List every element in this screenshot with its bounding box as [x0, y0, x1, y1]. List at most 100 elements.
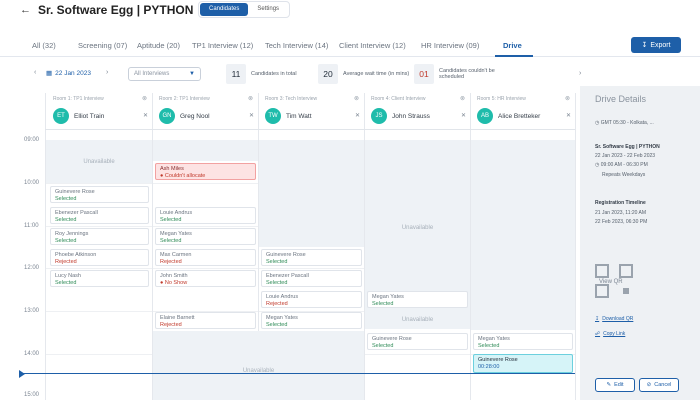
timezone-text: ◷ GMT 05:30 - Kolkata, ...: [595, 120, 654, 126]
column-divider: [45, 93, 46, 400]
close-icon[interactable]: ⊗: [248, 96, 254, 102]
unavailable-block: Unavailable: [46, 140, 152, 183]
candidate-slot[interactable]: Lucy Nash Selected: [50, 270, 149, 287]
slot-status: Rejected: [160, 259, 182, 265]
close-icon[interactable]: ⊗: [142, 96, 148, 102]
candidate-slot[interactable]: Louie Andrus Rejected: [261, 291, 362, 308]
candidate-slot[interactable]: Ebenezer Pascall Selected: [50, 207, 149, 224]
stat-label: Candidates couldn't be scheduled: [439, 67, 495, 81]
candidate-name: Megan Yates: [478, 336, 510, 342]
wait-timer: 00:28:00: [478, 364, 500, 370]
candidate-slot[interactable]: Megan Yates Selected: [155, 228, 256, 245]
slot-status: ● No Show: [160, 280, 188, 286]
close-icon[interactable]: ⊗: [460, 96, 466, 102]
calendar-icon: ▦: [46, 70, 53, 77]
interviewer-chip: ET Elliot Train: [53, 108, 104, 124]
candidate-slot[interactable]: Guinevere Rose Selected: [261, 249, 362, 266]
time-label: 09:00: [24, 137, 40, 143]
candidate-slot-conflict[interactable]: Ash Miles ● Couldn't allocate: [155, 163, 256, 180]
download-qr-link[interactable]: ↧ Download QR: [595, 316, 633, 322]
view-qr-label[interactable]: View QR: [599, 279, 623, 285]
candidate-slot[interactable]: Elaine Barnett Rejected: [155, 312, 256, 329]
candidate-slot[interactable]: Guinevere Rose Selected: [367, 333, 468, 350]
slot-status: Selected: [55, 238, 77, 244]
close-icon[interactable]: ⊗: [354, 96, 360, 102]
back-arrow-icon[interactable]: ←: [20, 4, 31, 16]
tab-hr-interview[interactable]: HR Interview (09): [421, 41, 480, 50]
candidate-name: Max Carmen: [160, 252, 192, 258]
stat-total-candidates: 11 Candidates in total: [226, 64, 329, 84]
candidate-slot[interactable]: Roy Jennings Selected: [50, 228, 149, 245]
candidate-name: Ash Miles: [160, 166, 184, 172]
interview-filter-select[interactable]: All Interviews ▼: [128, 67, 201, 81]
interviewer-chip: GN Greg Nool: [159, 108, 210, 124]
header-divider: [45, 129, 575, 130]
remove-interviewer-icon[interactable]: ✕: [461, 113, 467, 119]
current-time-marker-icon: [19, 370, 25, 378]
tab-tech-interview[interactable]: Tech Interview (14): [265, 41, 329, 50]
chevron-down-icon: ▼: [189, 71, 195, 77]
candidate-slot[interactable]: Max Carmen Rejected: [155, 249, 256, 266]
remove-interviewer-icon[interactable]: ✕: [143, 113, 149, 119]
unavailable-block: [153, 140, 258, 161]
interviewer-chip: JS John Strauss: [371, 108, 430, 124]
drive-time: ◷ 09:00 AM - 06:30 PM: [595, 162, 648, 168]
room-title: Room 2: TP1 Interview: [159, 96, 210, 102]
time-label: 14:00: [24, 351, 40, 357]
tab-tp1-interview[interactable]: TP1 Interview (12): [192, 41, 254, 50]
cancel-button[interactable]: ⊘ Cancel: [639, 378, 679, 392]
candidate-slot-active[interactable]: Guinevere Rose 00:28:00: [473, 354, 573, 373]
avatar: JS: [371, 108, 387, 124]
tab-settings[interactable]: Settings: [257, 6, 280, 12]
candidate-slot[interactable]: Megan Yates Selected: [473, 333, 573, 350]
interviewer-name: Tim Watt: [286, 112, 312, 120]
tab-candidates[interactable]: Candidates: [200, 3, 249, 16]
candidate-slot[interactable]: Megan Yates Selected: [261, 312, 362, 329]
time-label: 10:00: [24, 180, 40, 186]
tab-client-interview[interactable]: Client Interview (12): [339, 41, 406, 50]
edit-label: Edit: [614, 382, 624, 388]
column-divider: [364, 93, 365, 400]
date-picker[interactable]: ▦ 22 Jan 2023: [46, 69, 91, 78]
room-title: Room 5: HR Interview: [477, 96, 526, 102]
page-title: Sr. Software Egg | PYTHON: [38, 3, 194, 17]
tab-drive[interactable]: Drive: [503, 41, 522, 50]
export-button[interactable]: ↧ Export: [631, 37, 681, 53]
remove-interviewer-icon[interactable]: ✕: [249, 113, 255, 119]
candidate-slot[interactable]: Phoebe Atkinson Rejected: [50, 249, 149, 266]
tab-screening[interactable]: Screening (07): [78, 41, 128, 50]
candidate-name: Ebenezer Pascall: [266, 273, 309, 279]
remove-interviewer-icon[interactable]: ✕: [355, 113, 361, 119]
tab-all[interactable]: All (32): [32, 41, 56, 50]
edit-button[interactable]: ✎ Edit: [595, 378, 635, 392]
edit-icon: ✎: [606, 382, 612, 388]
collapse-panel-icon[interactable]: ›: [579, 70, 582, 77]
remove-interviewer-icon[interactable]: ✕: [566, 113, 572, 119]
drive-time-value: 09:00 AM - 06:30 PM: [600, 162, 648, 168]
candidate-name: Guinevere Rose: [478, 357, 518, 363]
current-time-line: [22, 373, 575, 374]
candidate-slot[interactable]: Megan Yates Selected: [367, 291, 468, 308]
unavailable-block: Unavailable: [365, 311, 470, 329]
candidate-slot[interactable]: John Smith ● No Show: [155, 270, 256, 287]
slot-status: Selected: [266, 259, 288, 265]
slot-status-text: Couldn't allocate: [164, 173, 206, 179]
qr-code-icon[interactable]: [595, 264, 633, 298]
slot-status: Rejected: [160, 322, 182, 328]
close-icon[interactable]: ⊗: [565, 96, 571, 102]
avatar: AB: [477, 108, 493, 124]
drive-details-panel: Drive Details ◷ GMT 05:30 - Kolkata, ...…: [580, 86, 700, 400]
tab-aptitude[interactable]: Aptitude (20): [137, 41, 180, 50]
stat-label: Candidates in total: [251, 70, 297, 77]
candidate-slot[interactable]: Guinevere Rose Selected: [50, 186, 149, 203]
candidate-slot[interactable]: Louie Andrus Selected: [155, 207, 256, 224]
candidate-name: Lucy Nash: [55, 273, 81, 279]
unavailable-block: [259, 140, 364, 247]
slot-status: Selected: [478, 343, 500, 349]
registration-start: 21 Jan 2023, 11:20 AM: [595, 210, 647, 216]
unavailable-block: Unavailable: [365, 140, 470, 315]
next-date-icon[interactable]: ›: [106, 69, 109, 76]
prev-date-icon[interactable]: ‹: [34, 69, 37, 76]
candidate-slot[interactable]: Ebenezer Pascall Selected: [261, 270, 362, 287]
copy-link[interactable]: ☍ Copy Link: [595, 331, 625, 337]
